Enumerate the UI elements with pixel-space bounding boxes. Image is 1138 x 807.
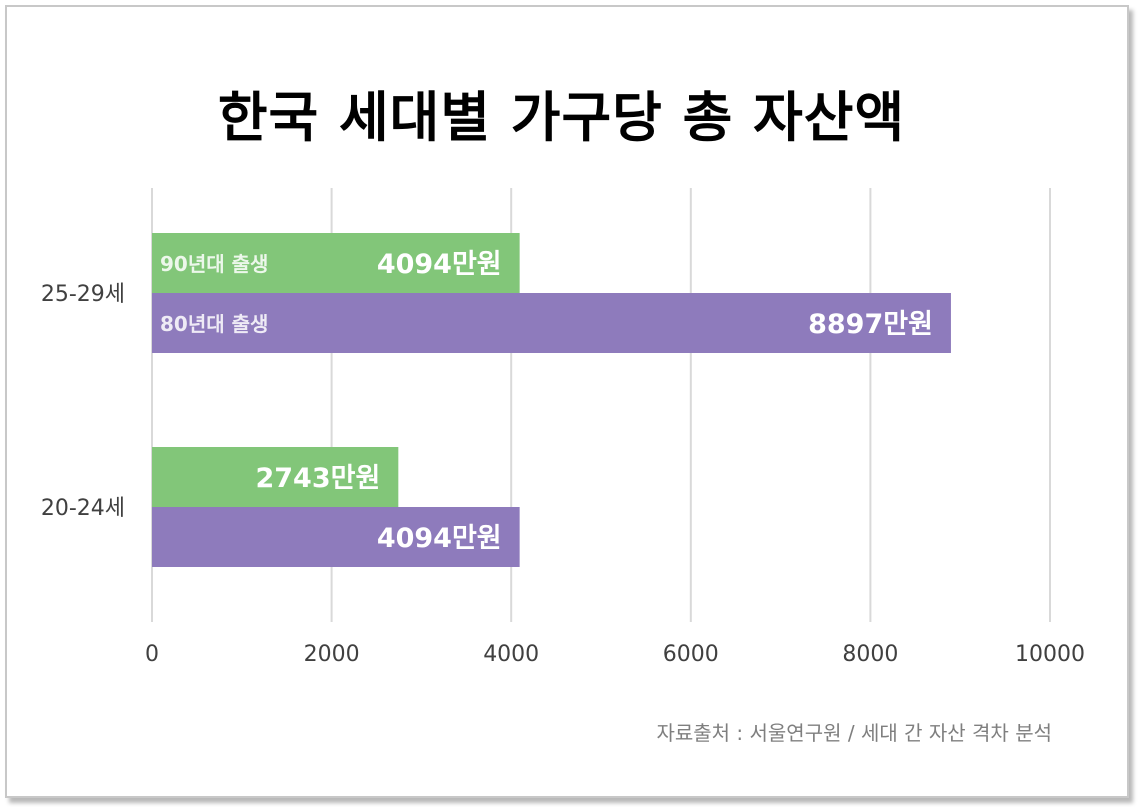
series-name-label: 90년대 출생 bbox=[160, 252, 268, 276]
source-note: 자료출처 : 서울연구원 / 세대 간 자산 격차 분석 bbox=[656, 721, 1052, 745]
chart-frame: 한국 세대별 가구당 총 자산액 0 2000 4000 6000 8000 10000 2… bbox=[5, 5, 1129, 798]
y-category-label: 25-29세 bbox=[41, 282, 125, 307]
data-label: 2743만원 bbox=[255, 463, 380, 494]
bar-chart: 0 2000 4000 6000 8000 10000 25-29세 4094만원 90년대 출… bbox=[41, 188, 1085, 667]
data-label: 8897만원 bbox=[808, 309, 933, 340]
x-tick-label: 6000 bbox=[663, 642, 719, 667]
series-name-label: 80년대 출생 bbox=[160, 312, 268, 336]
bar bbox=[152, 447, 399, 507]
y-category-label: 20-24세 bbox=[41, 496, 125, 521]
data-label: 4094만원 bbox=[377, 523, 502, 554]
data-label: 4094만원 bbox=[377, 249, 502, 280]
x-tick-label: 8000 bbox=[842, 642, 898, 667]
bar bbox=[152, 293, 951, 353]
x-tick-label: 10000 bbox=[1015, 642, 1085, 667]
x-tick-label: 0 bbox=[145, 642, 159, 667]
chart-title: 한국 세대별 가구당 총 자산액 bbox=[217, 86, 906, 149]
bar bbox=[152, 507, 520, 567]
x-tick-label: 2000 bbox=[304, 642, 360, 667]
bar bbox=[152, 233, 520, 293]
x-tick-label: 4000 bbox=[483, 642, 539, 667]
